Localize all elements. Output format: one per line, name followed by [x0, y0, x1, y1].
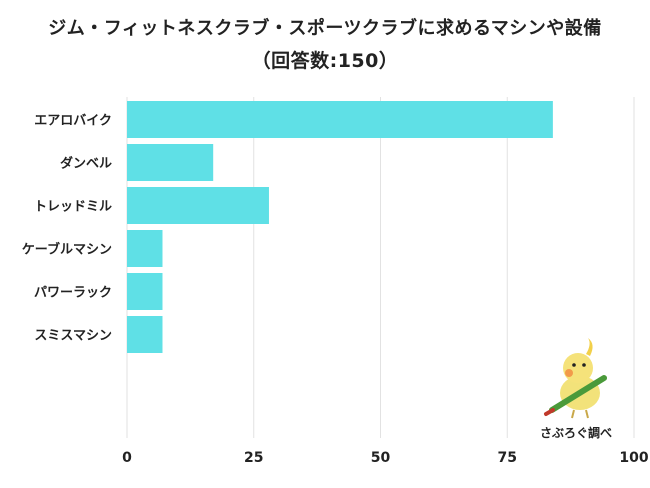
- category-label: スミスマシン: [34, 329, 112, 344]
- bars: [127, 101, 553, 353]
- x-tick-label: 50: [371, 450, 391, 466]
- category-label: トレッドミル: [34, 200, 112, 215]
- bar: [127, 101, 553, 138]
- category-label: ケーブルマシン: [22, 242, 112, 258]
- chart-subtitle: （回答数:150）: [251, 50, 399, 72]
- x-tick-label: 100: [619, 450, 648, 466]
- grid-lines: [126, 97, 635, 438]
- mascot-chick-icon: [544, 338, 607, 419]
- credit-label: さぶろぐ調べ: [540, 425, 612, 440]
- x-tick-labels: 0 25 50 75 100: [122, 450, 649, 466]
- bar: [127, 144, 214, 181]
- x-tick-label: 75: [498, 450, 517, 466]
- chart-title: ジム・フィットネスクラブ・スポーツクラブに求めるマシンや設備: [48, 18, 602, 39]
- bar: [127, 273, 163, 310]
- x-tick-label: 25: [244, 450, 263, 466]
- bar: [127, 230, 163, 267]
- x-tick-label: 0: [122, 450, 132, 466]
- bar: [127, 316, 163, 353]
- category-label: ダンベル: [60, 156, 112, 172]
- category-label: エアロバイク: [34, 114, 112, 129]
- bar: [127, 187, 269, 224]
- category-label: パワーラック: [34, 286, 112, 301]
